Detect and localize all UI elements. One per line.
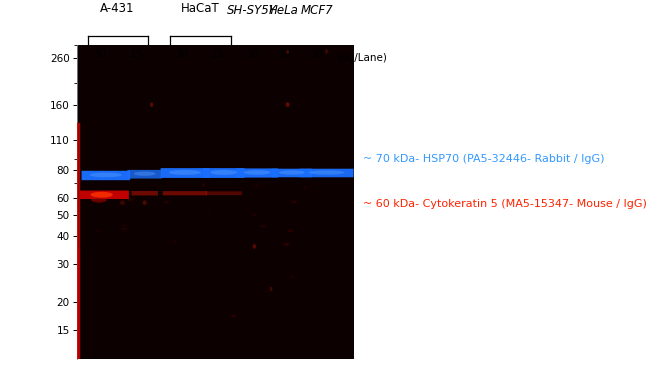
Text: ~ 70 kDa- HSP70 (PA5-32446- Rabbit / IgG): ~ 70 kDa- HSP70 (PA5-32446- Rabbit / IgG…: [363, 154, 604, 164]
Text: 30: 30: [92, 49, 106, 59]
Ellipse shape: [163, 201, 169, 203]
FancyBboxPatch shape: [206, 191, 242, 195]
Text: (ug/Lane): (ug/Lane): [337, 53, 387, 63]
Ellipse shape: [134, 172, 155, 176]
FancyBboxPatch shape: [161, 168, 209, 178]
Ellipse shape: [286, 49, 289, 54]
Ellipse shape: [173, 240, 176, 243]
Text: MCF7: MCF7: [300, 4, 333, 17]
Ellipse shape: [210, 170, 237, 175]
Bar: [75, 249, 79, 359]
Ellipse shape: [169, 170, 201, 175]
FancyBboxPatch shape: [300, 169, 354, 177]
Text: ~ 60 kDa- Cytokeratin 5 (MA5-15347- Mouse / IgG): ~ 60 kDa- Cytokeratin 5 (MA5-15347- Mous…: [363, 199, 647, 209]
Ellipse shape: [150, 102, 153, 107]
FancyBboxPatch shape: [127, 170, 162, 178]
Ellipse shape: [325, 49, 328, 54]
Ellipse shape: [291, 200, 296, 203]
Ellipse shape: [90, 172, 122, 177]
Ellipse shape: [112, 171, 118, 174]
Ellipse shape: [142, 200, 147, 205]
Ellipse shape: [202, 183, 205, 186]
Text: 30: 30: [277, 49, 291, 59]
Ellipse shape: [122, 224, 127, 227]
Text: A-431: A-431: [100, 2, 135, 15]
Text: 30: 30: [245, 49, 259, 59]
Ellipse shape: [270, 286, 272, 291]
Text: SH-SY5Y: SH-SY5Y: [227, 4, 277, 17]
Text: 30: 30: [309, 49, 324, 59]
Ellipse shape: [260, 225, 266, 227]
Ellipse shape: [291, 276, 292, 279]
FancyBboxPatch shape: [80, 191, 129, 199]
Ellipse shape: [255, 184, 259, 187]
Ellipse shape: [286, 102, 290, 107]
Ellipse shape: [120, 200, 125, 205]
Text: HeLa: HeLa: [269, 4, 299, 17]
Ellipse shape: [91, 197, 107, 203]
Ellipse shape: [253, 244, 256, 249]
FancyBboxPatch shape: [237, 168, 278, 178]
FancyBboxPatch shape: [272, 169, 312, 177]
Ellipse shape: [283, 243, 289, 246]
Ellipse shape: [244, 170, 270, 175]
Ellipse shape: [90, 192, 113, 198]
FancyBboxPatch shape: [81, 171, 130, 180]
Ellipse shape: [253, 214, 256, 217]
Text: 30: 30: [174, 49, 188, 59]
FancyBboxPatch shape: [203, 168, 244, 178]
Text: 15: 15: [129, 49, 144, 59]
Text: 15: 15: [211, 49, 225, 59]
Ellipse shape: [279, 171, 305, 175]
Ellipse shape: [120, 228, 127, 230]
Ellipse shape: [231, 315, 237, 318]
Bar: [75, 123, 79, 359]
Ellipse shape: [304, 186, 307, 189]
Ellipse shape: [308, 171, 344, 175]
FancyBboxPatch shape: [162, 191, 207, 195]
Text: HaCaT: HaCaT: [181, 2, 220, 15]
Ellipse shape: [127, 198, 134, 201]
Ellipse shape: [287, 229, 293, 232]
FancyBboxPatch shape: [131, 191, 158, 196]
